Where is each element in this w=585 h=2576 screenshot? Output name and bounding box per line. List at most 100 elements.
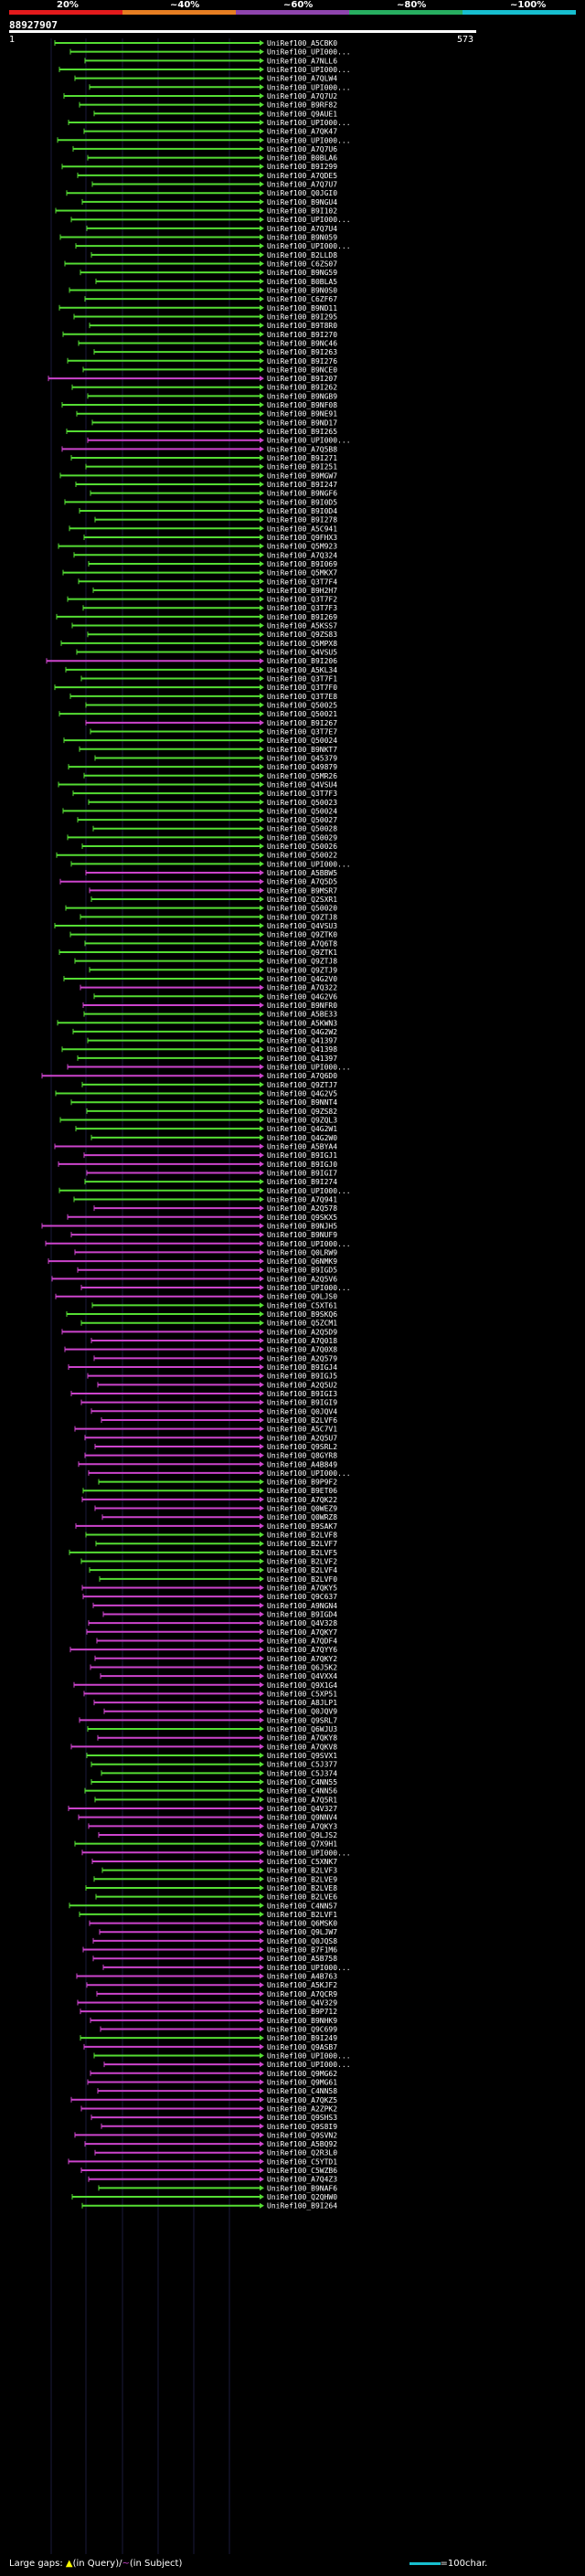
hit-row[interactable]: UniRef100_A2Q5V6 [51,1275,337,1283]
hit-row[interactable]: UniRef100_A7Q6D0 [41,1072,337,1080]
hit-row[interactable]: UniRef100_A7QKY8 [97,1734,337,1743]
hit-row[interactable]: UniRef100_A7QCR9 [96,1990,337,1998]
hit-row[interactable]: UniRef100_UPI000... [80,1284,351,1292]
hit-row[interactable]: UniRef100_B9IGD5 [77,1267,337,1275]
hit-row[interactable]: UniRef100_Q6MSK0 [89,1920,337,1928]
hit-row[interactable]: UniRef100_A7QKZ5 [70,2096,337,2104]
hit-row[interactable]: UniRef100_B9I263 [93,348,337,356]
hit-row[interactable]: UniRef100_Q8GYR8 [84,1452,337,1460]
hit-row[interactable]: UniRef100_Q9SVX1 [86,1752,337,1760]
hit-row[interactable]: UniRef100_B9I0D5 [64,498,337,506]
hit-row[interactable]: UniRef100_A7Q322 [80,984,337,992]
hit-row[interactable]: UniRef100_Q0JGI0 [66,189,337,197]
hit-row[interactable]: UniRef100_A5KSS7 [71,622,337,631]
hit-row[interactable]: UniRef100_A5CBK0 [54,39,337,48]
hit-row[interactable]: UniRef100_Q9ZTK0 [69,931,337,939]
hit-row[interactable]: UniRef100_UPI000... [58,66,351,74]
hit-row[interactable]: UniRef100_Q9ZTJ9 [89,966,337,974]
hit-row[interactable]: UniRef100_B2LVF0 [99,1575,337,1584]
hit-row[interactable]: UniRef100_B9NC46 [78,339,337,347]
hit-row[interactable]: UniRef100_Q4V328 [88,1619,337,1627]
hit-row[interactable]: UniRef100_B2LVE6 [95,1893,337,1902]
hit-row[interactable]: UniRef100_B9MGW7 [59,472,337,480]
hit-row[interactable]: UniRef100_Q9C637 [82,1593,337,1601]
hit-row[interactable]: UniRef100_Q4V327 [68,1805,337,1813]
hit-row[interactable]: UniRef100_Q3T7F3 [72,790,337,798]
hit-row[interactable]: UniRef100_UPI000... [68,119,351,127]
hit-row[interactable]: UniRef100_Q4G2V0 [63,975,337,983]
hit-row[interactable]: UniRef100_A2Q579 [93,1354,337,1362]
hit-row[interactable]: UniRef100_Q9AUE1 [93,110,337,118]
hit-row[interactable]: UniRef100_B9ND11 [58,304,337,313]
hit-row[interactable]: UniRef100_A7Q7U4 [86,225,337,233]
hit-row[interactable]: UniRef100_B9IGI9 [80,1399,337,1407]
hit-row[interactable]: UniRef100_A5C7V1 [74,1426,337,1434]
hit-row[interactable]: UniRef100_Q3T7F1 [80,675,337,684]
hit-row[interactable]: UniRef100_A2Q578 [93,1204,337,1213]
hit-row[interactable]: UniRef100_B9ND17 [91,419,337,427]
hit-row[interactable]: UniRef100_C4NN55 [90,1778,337,1786]
hit-row[interactable]: UniRef100_Q2R3L0 [94,2149,337,2157]
hit-row[interactable]: UniRef100_Q0WRZ8 [101,1513,337,1521]
hit-row[interactable]: UniRef100_Q9LJS0 [55,1293,337,1301]
hit-row[interactable]: UniRef100_A7QDF4 [96,1637,337,1645]
hit-row[interactable]: UniRef100_B2LVF3 [101,1867,337,1875]
hit-row[interactable]: UniRef100_B9I276 [67,357,337,366]
hit-row[interactable]: UniRef100_B9NUF9 [70,1231,337,1239]
hit-row[interactable]: UniRef100_Q9SHS3 [90,2114,337,2122]
hit-row[interactable]: UniRef100_B9I247 [75,481,337,489]
hit-row[interactable]: UniRef100_Q9MG62 [90,2070,337,2078]
hit-row[interactable]: UniRef100_A2Q5D9 [61,1328,337,1336]
hit-row[interactable]: UniRef100_Q3T7E7 [90,727,337,736]
hit-row[interactable]: UniRef100_Q3T7E8 [69,693,337,701]
hit-row[interactable]: UniRef100_B2LLD8 [90,251,337,260]
hit-row[interactable]: UniRef100_Q4V329 [77,1999,337,2008]
hit-row[interactable]: UniRef100_C4NN58 [97,2087,337,2095]
hit-row[interactable]: UniRef100_B9NNT4 [70,1098,337,1107]
hit-row[interactable]: UniRef100_Q50024 [62,807,337,815]
hit-row[interactable]: UniRef100_B9I270 [62,331,337,339]
hit-row[interactable]: UniRef100_B9I278 [94,516,337,525]
hit-row[interactable]: UniRef100_Q5M923 [58,543,337,551]
hit-row[interactable]: UniRef100_A5KL34 [65,666,337,674]
hit-row[interactable]: UniRef100_Q9ZTJ8 [80,913,337,921]
hit-row[interactable]: UniRef100_A7Q7U7 [91,181,337,189]
hit-row[interactable]: UniRef100_UPI000... [67,1064,351,1072]
hit-row[interactable]: UniRef100_A8JLP1 [93,1699,337,1707]
hit-row[interactable]: UniRef100_Q7X9H1 [74,1840,337,1849]
hit-row[interactable]: UniRef100_B9P712 [80,2008,337,2016]
hit-row[interactable]: UniRef100_B9IGD4 [102,1610,337,1618]
hit-row[interactable]: UniRef100_Q50026 [81,843,337,851]
hit-row[interactable]: UniRef100_Q3T7F2 [67,596,337,604]
hit-row[interactable]: UniRef100_UPI000... [70,216,351,224]
hit-row[interactable]: UniRef100_Q9SKX5 [67,1214,337,1222]
hit-row[interactable]: UniRef100_A9NGN4 [92,1602,337,1610]
hit-row[interactable]: UniRef100_C5J377 [90,1761,337,1769]
hit-row[interactable]: UniRef100_C5J374 [101,1769,337,1777]
hit-row[interactable]: UniRef100_A7QK22 [81,1496,337,1504]
hit-row[interactable]: UniRef100_Q6J5K2 [90,1663,337,1671]
hit-row[interactable]: UniRef100_A2Q5U7 [84,1434,337,1442]
hit-row[interactable]: UniRef100_B9I267 [85,719,337,727]
hit-row[interactable]: UniRef100_A7QK47 [83,128,337,136]
hit-row[interactable]: UniRef100_Q9ZS83 [87,631,337,639]
hit-row[interactable]: UniRef100_B2LVF6 [101,1416,337,1425]
hit-row[interactable]: UniRef100_Q3T7F3 [82,604,337,612]
hit-row[interactable]: UniRef100_Q50021 [58,710,337,718]
hit-row[interactable]: UniRef100_B2LVF4 [89,1566,337,1574]
hit-row[interactable]: UniRef100_Q0JQS8 [92,1937,337,1945]
hit-row[interactable]: UniRef100_Q5MR26 [83,772,337,780]
hit-row[interactable]: UniRef100_B9I262 [71,384,337,392]
hit-row[interactable]: UniRef100_Q4G2W1 [75,1125,337,1133]
hit-row[interactable]: UniRef100_B9NFR0 [82,1002,337,1010]
hit-row[interactable]: UniRef100_UPI000... [81,1849,351,1857]
hit-row[interactable]: UniRef100_Q5MKX7 [62,569,337,578]
hit-row[interactable]: UniRef100_Q9ZS82 [86,1108,337,1116]
hit-row[interactable]: UniRef100_UPI000... [69,48,351,57]
hit-row[interactable]: UniRef100_A7Q7U2 [63,92,337,101]
hit-row[interactable]: UniRef100_B9NF08 [61,401,337,409]
hit-row[interactable]: UniRef100_A7QYY6 [69,1646,337,1654]
hit-row[interactable]: UniRef100_B9N059 [59,234,337,242]
hit-row[interactable]: UniRef100_A7QDE5 [77,172,337,180]
hit-row[interactable]: UniRef100_Q0WEZ9 [94,1505,337,1513]
